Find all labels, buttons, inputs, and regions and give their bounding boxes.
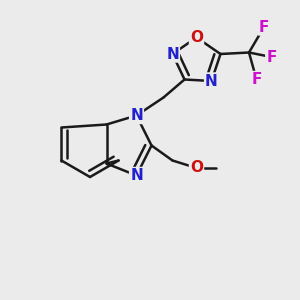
Text: F: F xyxy=(266,50,277,64)
Text: O: O xyxy=(190,30,203,45)
Text: N: N xyxy=(205,74,218,88)
Text: F: F xyxy=(251,72,262,87)
Text: N: N xyxy=(166,46,179,62)
Text: O: O xyxy=(190,160,203,175)
Text: N: N xyxy=(130,108,143,123)
Text: N: N xyxy=(130,168,143,183)
Text: F: F xyxy=(259,20,269,34)
